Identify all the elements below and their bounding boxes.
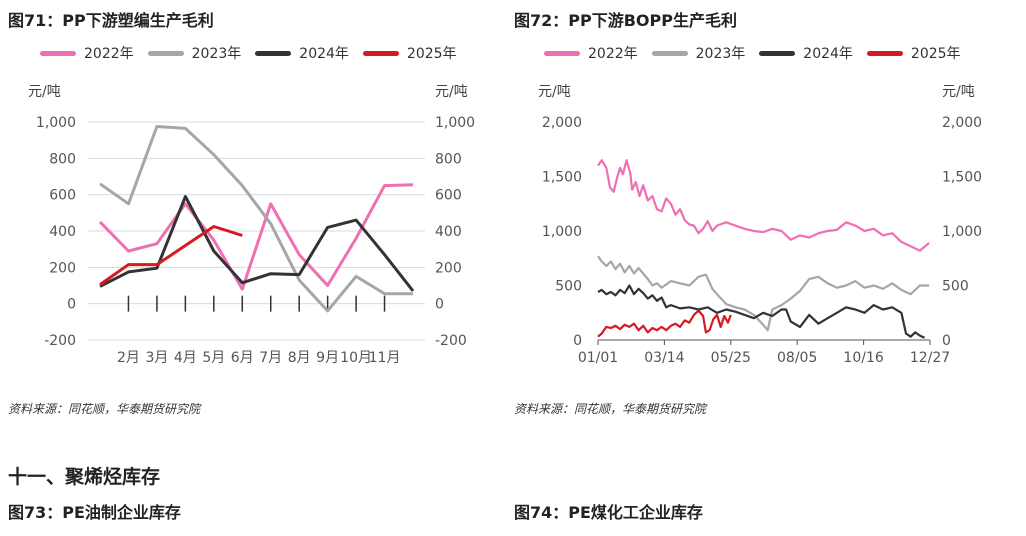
chart1-plot: 元/吨 元/吨 -200 -200 0 0 200 200 400 400 600 600 800 800…: [28, 84, 475, 366]
chart1-ytick-right: 400: [435, 224, 462, 240]
legend-item-2022: 2022年: [40, 43, 134, 63]
chart1-ytick-right: 0: [435, 297, 444, 313]
chart1-xtick-label: 11月: [369, 350, 401, 366]
legend2-label-2024: 2024年: [803, 46, 853, 62]
chart2-ytick-right: 1,500: [942, 170, 982, 186]
chart1-right-unit: 元/吨: [435, 84, 468, 100]
legend-swatch-2022: [40, 50, 76, 56]
chart2-series-2022年: [597, 159, 930, 252]
legend2-swatch-2025: [866, 50, 903, 56]
chart1-xtick-label: 8月: [288, 350, 311, 366]
chart2-plot: 元/吨 元/吨 0 0 500 500 1,000 1,000 1,500 1,500 2,000 2…: [538, 84, 982, 366]
chart1-ytick-right: -200: [435, 333, 467, 349]
chart2-ytick-right: 2,000: [942, 115, 982, 131]
chart1-xtick-label: 7月: [259, 350, 282, 366]
chart1-series-2023年: [99, 125, 413, 313]
chart1-left-unit: 元/吨: [28, 84, 61, 100]
chart2-title: 图72：PP下游BOPP生产毛利: [514, 11, 737, 30]
chart2-left-unit: 元/吨: [538, 84, 571, 100]
chart1-ytick-right: 1,000: [435, 115, 475, 131]
legend2-swatch-2022: [544, 50, 580, 56]
chart1-xtick-label: 5月: [202, 350, 225, 366]
chart1-ytick-right: 200: [435, 260, 462, 276]
chart1-series-2024年: [99, 195, 415, 292]
fig73-title: 图73：PE油制企业库存: [8, 503, 181, 522]
chart1-legend: 2022年 2023年 2024年 2025年: [40, 43, 471, 63]
legend2-swatch-2023: [651, 50, 688, 56]
legend2-item-2023: 2023年: [651, 43, 746, 63]
chart1-source: 资料来源：同花顺，华泰期货研究院: [8, 402, 201, 416]
chart1-xtick-label: 2月: [117, 350, 140, 366]
chart1-ytick-left: 600: [49, 188, 76, 204]
legend2-item-2025: 2025年: [866, 43, 961, 63]
chart1-ytick-right: 600: [435, 188, 462, 204]
chart1-title: 图71：PP下游塑编生产毛利: [8, 11, 214, 30]
chart2-ytick-left: 1,500: [542, 170, 582, 186]
chart2-ytick-right: 500: [942, 279, 969, 295]
chart2-xtick-label: 08/05: [777, 350, 817, 366]
chart2-xtick-label: 01/01: [578, 350, 618, 366]
chart1-series-2025年: [99, 225, 243, 286]
chart2-right-unit: 元/吨: [942, 84, 975, 100]
chart1-ytick-left: -200: [44, 333, 76, 349]
chart2-series-2023年: [597, 255, 930, 332]
chart2-xtick-label: 05/25: [711, 350, 751, 366]
chart2-source: 资料来源：同花顺，华泰期货研究院: [514, 402, 707, 416]
chart2-ytick-left: 0: [573, 333, 582, 349]
chart1-ytick-left: 0: [67, 297, 76, 313]
legend-label-2025: 2025年: [406, 46, 457, 62]
legend2-item-2024: 2024年: [759, 43, 853, 63]
chart2-series-2024年: [597, 284, 925, 339]
chart2-ytick-left: 1,000: [542, 224, 582, 240]
chart2-series-2025年: [597, 309, 732, 338]
chart1-ytick-left: 800: [49, 151, 76, 167]
chart2-xtick-label: 12/27: [910, 350, 950, 366]
chart2-xtick-label: 10/16: [843, 350, 883, 366]
chart2-ytick-left: 2,000: [542, 115, 582, 131]
chart1-series-2022年: [98, 183, 414, 291]
fig74-title: 图74：PE煤化工企业库存: [514, 503, 703, 522]
chart2-ytick-left: 500: [555, 279, 582, 295]
chart1-ytick-left: 200: [49, 260, 76, 276]
legend2-label-2022: 2022年: [588, 46, 638, 62]
legend-label-2023: 2023年: [191, 46, 242, 62]
legend2-swatch-2024: [759, 50, 796, 56]
chart1-xtick-label: 3月: [145, 350, 168, 366]
chart1-ytick-left: 400: [49, 224, 76, 240]
legend2-item-2022: 2022年: [544, 43, 638, 63]
legend-label-2024: 2024年: [299, 46, 349, 62]
legend2-label-2023: 2023年: [695, 46, 746, 62]
legend-swatch-2025: [362, 50, 399, 56]
legend-label-2022: 2022年: [84, 46, 134, 62]
chart1-xtick-label: 10月: [340, 350, 372, 366]
legend-swatch-2023: [147, 50, 184, 56]
chart1-xtick-label: 4月: [174, 350, 197, 366]
chart2-ytick-right: 0: [942, 333, 951, 349]
chart2-ytick-right: 1,000: [942, 224, 982, 240]
chart1-ytick-left: 1,000: [36, 115, 76, 131]
legend2-label-2025: 2025年: [910, 46, 961, 62]
chart1-xtick-label: 9月: [316, 350, 339, 366]
chart2-legend: 2022年 2023年 2024年 2025年: [544, 43, 975, 63]
chart2-xtick-label: 03/14: [644, 350, 684, 366]
legend-swatch-2024: [255, 50, 292, 56]
chart1-xtick-label: 6月: [231, 350, 254, 366]
legend-item-2023: 2023年: [147, 43, 242, 63]
legend-item-2025: 2025年: [362, 43, 457, 63]
chart1-ytick-right: 800: [435, 151, 462, 167]
legend-item-2024: 2024年: [255, 43, 349, 63]
section-title: 十一、聚烯烃库存: [8, 466, 161, 488]
